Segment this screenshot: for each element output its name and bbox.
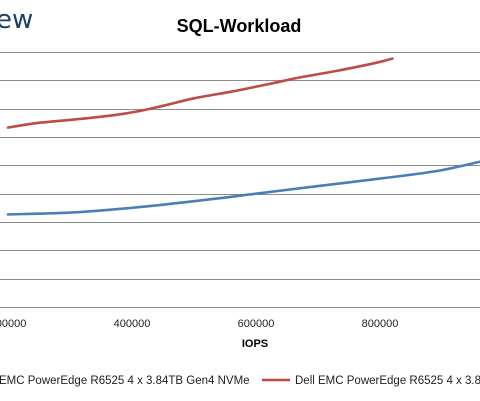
- series-line-2: [6, 57, 394, 129]
- legend-label-2: Dell EMC PowerEdge R6525 4 x 3.84TB: [295, 375, 480, 387]
- watermark-logo-text: ew: [0, 5, 33, 35]
- legend: Dell EMC PowerEdge R6525 4 x 3.84TB Gen4…: [0, 375, 480, 387]
- chart-title: SQL-Workload: [177, 16, 302, 36]
- x-tick-label: 200000: [0, 318, 26, 330]
- x-tick-label: 800000: [362, 318, 399, 330]
- x-axis-title: IOPS: [242, 338, 268, 350]
- legend-label-1: Dell EMC PowerEdge R6525 4 x 3.84TB Gen4…: [0, 375, 250, 387]
- series-line-1: [6, 160, 480, 216]
- x-tick-label: 600000: [238, 318, 275, 330]
- x-tick-label: 400000: [114, 318, 151, 330]
- x-axis-tick-labels: 200000 400000 600000 800000: [0, 318, 398, 330]
- series-lines: [6, 57, 480, 216]
